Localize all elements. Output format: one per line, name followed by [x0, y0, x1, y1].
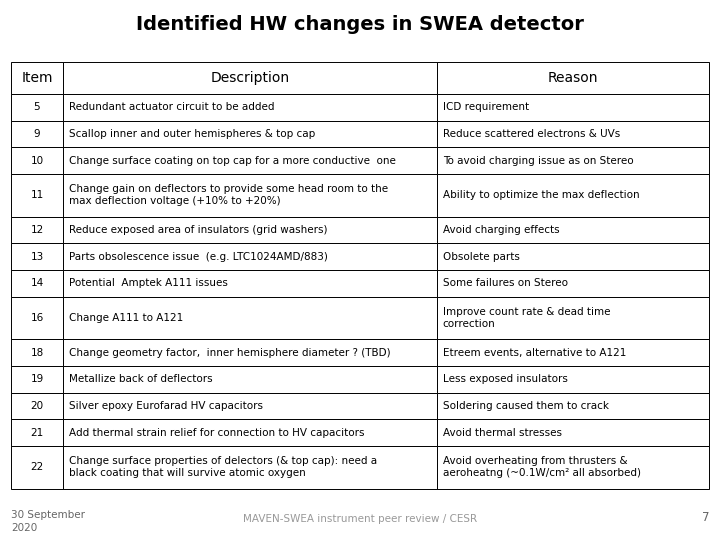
Text: Less exposed insulators: Less exposed insulators [443, 374, 567, 384]
Bar [63, 366, 437, 393]
Text: To avoid charging issue as on Stereo: To avoid charging issue as on Stereo [443, 156, 633, 166]
Text: 12: 12 [30, 225, 44, 235]
Bar [437, 62, 709, 94]
Bar [63, 62, 437, 94]
Bar [63, 270, 437, 296]
Bar [437, 121, 709, 147]
Text: Reduce exposed area of insulators (grid washers): Reduce exposed area of insulators (grid … [69, 225, 328, 235]
Text: 21: 21 [30, 428, 44, 438]
Text: Description: Description [210, 71, 289, 85]
Text: Add thermal strain relief for connection to HV capacitors: Add thermal strain relief for connection… [69, 428, 364, 438]
Bar [63, 147, 437, 174]
Text: Reduce scattered electrons & UVs: Reduce scattered electrons & UVs [443, 129, 620, 139]
Bar [437, 339, 709, 366]
Text: 10: 10 [30, 156, 43, 166]
Text: Some failures on Stereo: Some failures on Stereo [443, 279, 567, 288]
Bar [63, 94, 437, 121]
Bar [11, 217, 63, 244]
Text: Scallop inner and outer hemispheres & top cap: Scallop inner and outer hemispheres & to… [69, 129, 315, 139]
Text: Change surface properties of delectors (& top cap): need a
black coating that wi: Change surface properties of delectors (… [69, 456, 377, 478]
Bar [11, 174, 63, 217]
Text: 19: 19 [30, 374, 44, 384]
Bar [63, 217, 437, 244]
Text: 9: 9 [34, 129, 40, 139]
Bar [63, 244, 437, 270]
Bar [11, 244, 63, 270]
Text: 16: 16 [30, 313, 44, 323]
Text: Silver epoxy Eurofarad HV capacitors: Silver epoxy Eurofarad HV capacitors [69, 401, 263, 411]
Bar [63, 174, 437, 217]
Bar [11, 393, 63, 420]
Bar [437, 420, 709, 446]
Text: Avoid charging effects: Avoid charging effects [443, 225, 559, 235]
Text: Redundant actuator circuit to be added: Redundant actuator circuit to be added [69, 103, 274, 112]
Bar [63, 296, 437, 339]
Text: Obsolete parts: Obsolete parts [443, 252, 519, 262]
Bar [437, 147, 709, 174]
Bar [11, 270, 63, 296]
Text: Avoid overheating from thrusters &
aeroheatng (~0.1W/cm² all absorbed): Avoid overheating from thrusters & aeroh… [443, 456, 641, 478]
Text: Avoid thermal stresses: Avoid thermal stresses [443, 428, 562, 438]
Bar [11, 62, 63, 94]
Text: 7: 7 [702, 511, 709, 524]
Bar [437, 446, 709, 489]
Text: Etreem events, alternative to A121: Etreem events, alternative to A121 [443, 348, 626, 357]
Bar [11, 366, 63, 393]
Text: Metallize back of deflectors: Metallize back of deflectors [69, 374, 212, 384]
Bar [11, 339, 63, 366]
Text: 20: 20 [30, 401, 43, 411]
Bar [437, 366, 709, 393]
Bar [437, 94, 709, 121]
Bar [437, 393, 709, 420]
Bar [11, 147, 63, 174]
Bar [11, 94, 63, 121]
Text: 11: 11 [30, 191, 44, 200]
Bar [63, 121, 437, 147]
Text: ICD requirement: ICD requirement [443, 103, 528, 112]
Bar [63, 339, 437, 366]
Text: Item: Item [21, 71, 53, 85]
Text: Potential  Amptek A111 issues: Potential Amptek A111 issues [69, 279, 228, 288]
Text: Change geometry factor,  inner hemisphere diameter ? (TBD): Change geometry factor, inner hemisphere… [69, 348, 390, 357]
Bar [437, 244, 709, 270]
Text: 18: 18 [30, 348, 44, 357]
Bar [63, 420, 437, 446]
Bar [437, 217, 709, 244]
Text: Change A111 to A121: Change A111 to A121 [69, 313, 183, 323]
Text: Ability to optimize the max deflection: Ability to optimize the max deflection [443, 191, 639, 200]
Text: 13: 13 [30, 252, 44, 262]
Text: MAVEN-SWEA instrument peer review / CESR: MAVEN-SWEA instrument peer review / CESR [243, 514, 477, 524]
Bar [11, 296, 63, 339]
Text: Reason: Reason [548, 71, 598, 85]
Bar [11, 420, 63, 446]
Text: Identified HW changes in SWEA detector: Identified HW changes in SWEA detector [136, 15, 584, 34]
Text: 30 September
2020: 30 September 2020 [11, 510, 85, 532]
Text: Change surface coating on top cap for a more conductive  one: Change surface coating on top cap for a … [69, 156, 396, 166]
Bar [11, 446, 63, 489]
Text: Improve count rate & dead time
correction: Improve count rate & dead time correctio… [443, 307, 610, 329]
Bar [11, 121, 63, 147]
Bar [63, 446, 437, 489]
Text: Parts obsolescence issue  (e.g. LTC1024AMD/883): Parts obsolescence issue (e.g. LTC1024AM… [69, 252, 328, 262]
Text: Soldering caused them to crack: Soldering caused them to crack [443, 401, 608, 411]
Bar [437, 270, 709, 296]
Bar [437, 174, 709, 217]
Text: Change gain on deflectors to provide some head room to the
max deflection voltag: Change gain on deflectors to provide som… [69, 185, 388, 206]
Bar [437, 296, 709, 339]
Text: 22: 22 [30, 462, 44, 472]
Text: 14: 14 [30, 279, 44, 288]
Bar [63, 393, 437, 420]
Text: 5: 5 [34, 103, 40, 112]
